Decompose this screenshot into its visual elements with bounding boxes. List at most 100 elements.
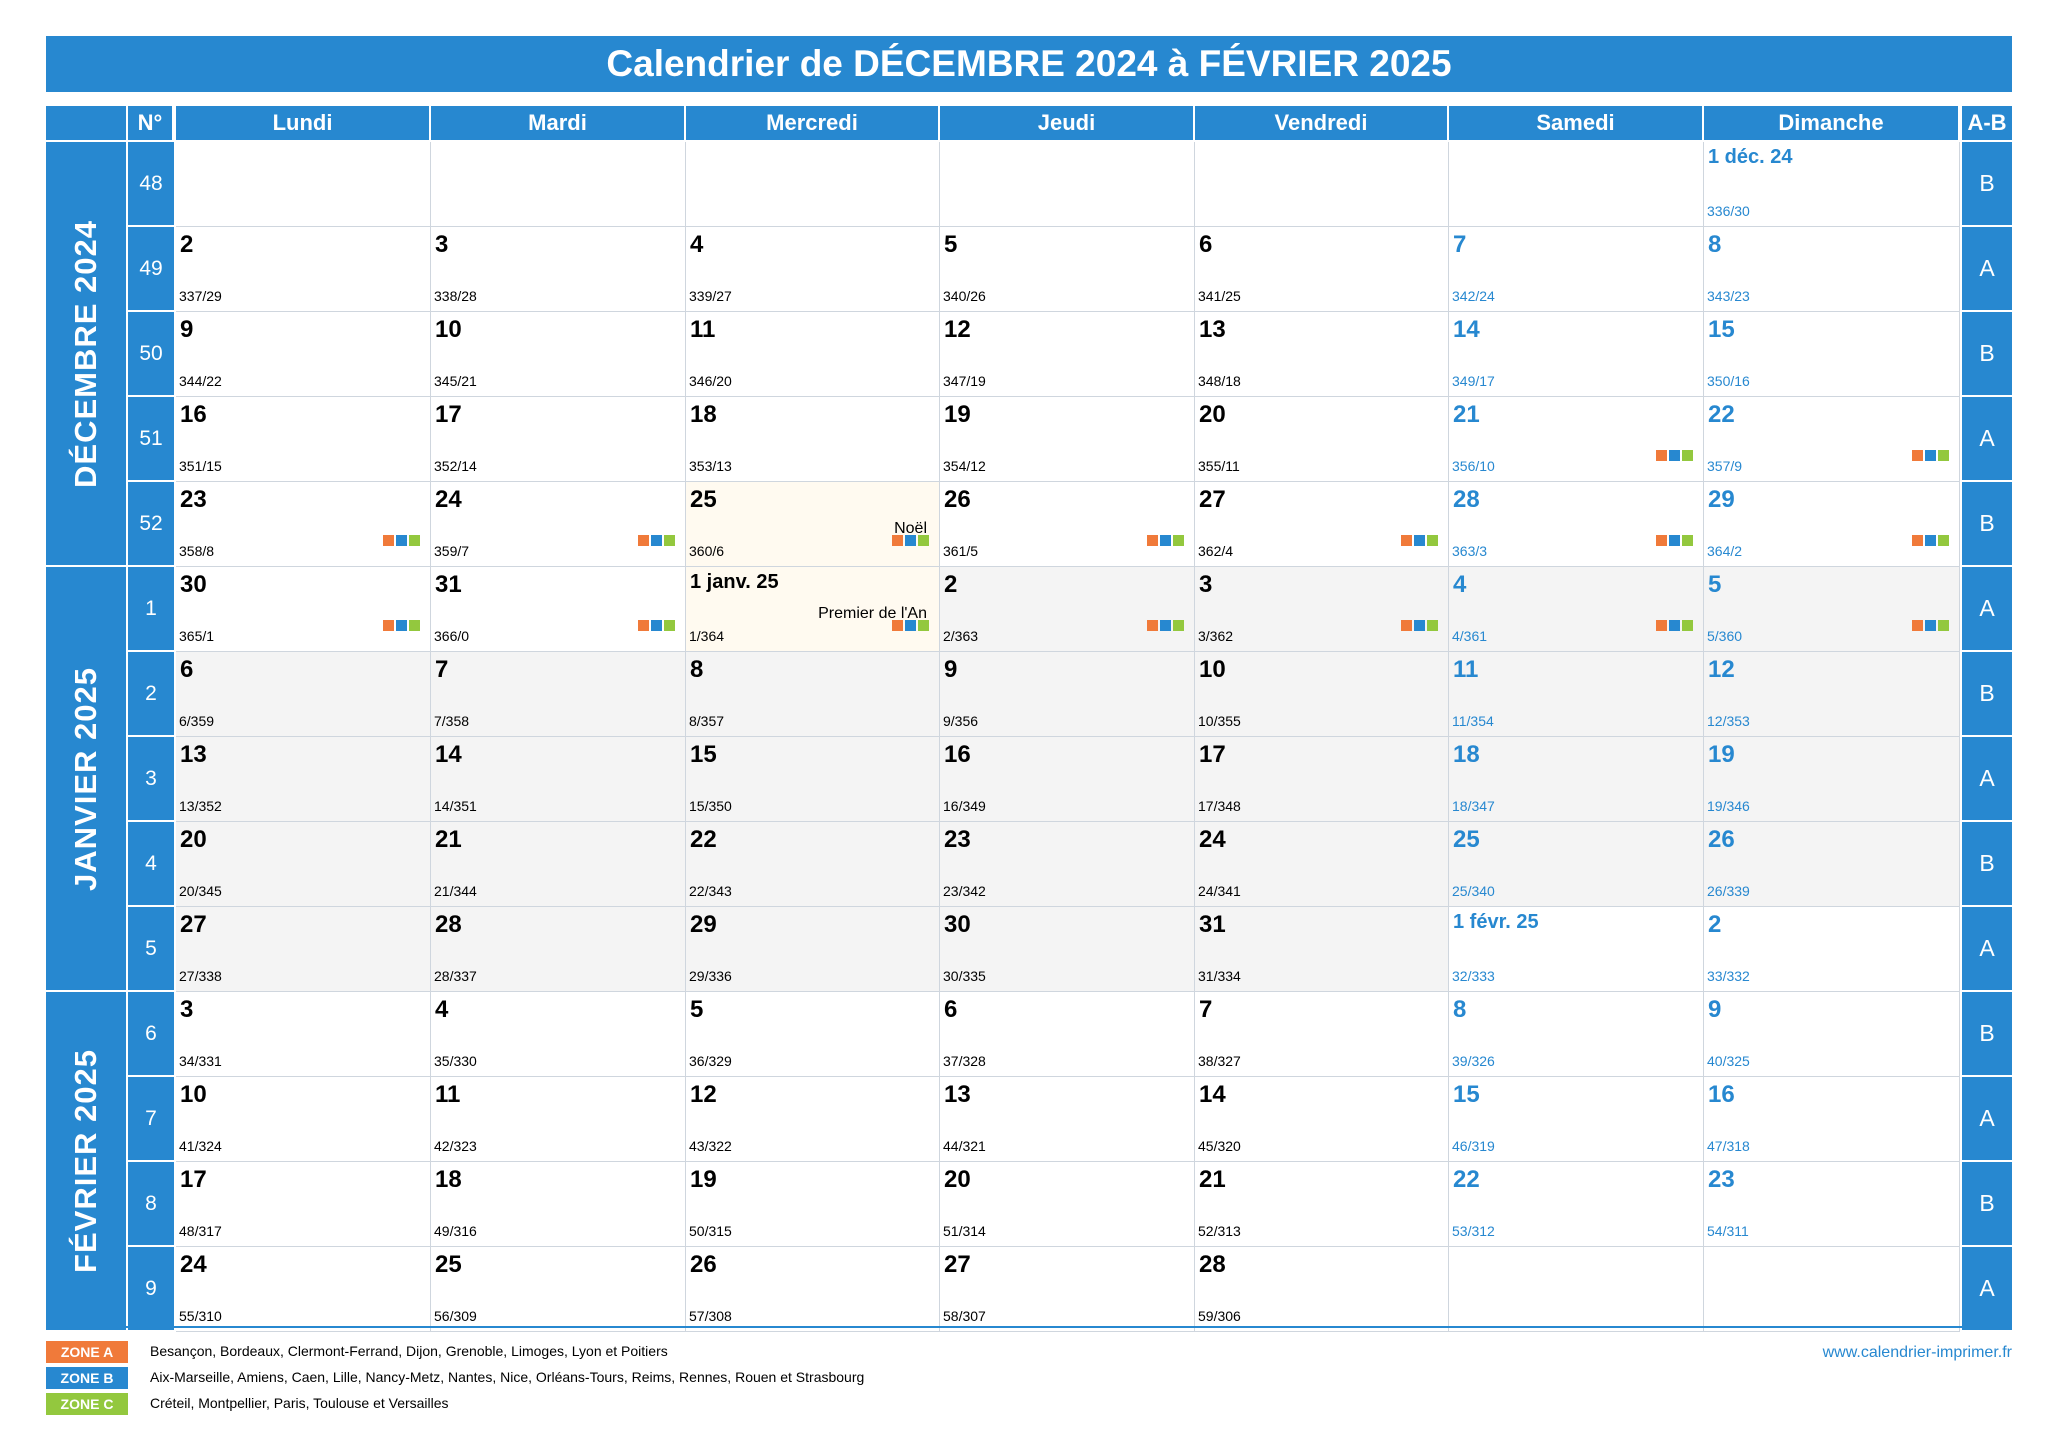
day-cell[interactable]: 9 344/22: [176, 312, 431, 397]
day-cell[interactable]: 16 351/15: [176, 397, 431, 482]
day-cell[interactable]: 7 7/358: [431, 652, 686, 737]
day-cell[interactable]: [1704, 1247, 1960, 1332]
website-link[interactable]: www.calendrier-imprimer.fr: [1822, 1344, 2012, 1361]
day-cell[interactable]: 20 355/11: [1195, 397, 1449, 482]
day-cell[interactable]: 18 353/13: [686, 397, 940, 482]
day-cell[interactable]: 18 18/347: [1449, 737, 1704, 822]
day-cell[interactable]: 4 4/361: [1449, 567, 1704, 652]
day-cell[interactable]: 24 359/7: [431, 482, 686, 567]
day-cell[interactable]: 23 54/311: [1704, 1162, 1960, 1247]
day-cell[interactable]: 3 338/28: [431, 227, 686, 312]
day-cell[interactable]: 21 52/313: [1195, 1162, 1449, 1247]
day-cell[interactable]: 15 15/350: [686, 737, 940, 822]
day-cell[interactable]: 11 346/20: [686, 312, 940, 397]
day-cell[interactable]: 29 364/2: [1704, 482, 1960, 567]
day-cell[interactable]: [940, 142, 1195, 227]
day-cell[interactable]: 25 56/309: [431, 1247, 686, 1332]
day-cell[interactable]: 5 36/329: [686, 992, 940, 1077]
day-cell[interactable]: 14 45/320: [1195, 1077, 1449, 1162]
day-cell[interactable]: [431, 142, 686, 227]
day-cell[interactable]: 1 déc. 24 336/30: [1704, 142, 1960, 227]
day-cell[interactable]: 12 12/353: [1704, 652, 1960, 737]
day-cell[interactable]: 20 51/314: [940, 1162, 1195, 1247]
day-cell[interactable]: 1 févr. 25 32/333: [1449, 907, 1704, 992]
day-cell[interactable]: 27 362/4: [1195, 482, 1449, 567]
day-cell[interactable]: 26 57/308: [686, 1247, 940, 1332]
day-cell[interactable]: 24 55/310: [176, 1247, 431, 1332]
day-cell[interactable]: 10 41/324: [176, 1077, 431, 1162]
day-cell[interactable]: 31 31/334: [1195, 907, 1449, 992]
day-cell[interactable]: 5 340/26: [940, 227, 1195, 312]
day-cell[interactable]: 13 44/321: [940, 1077, 1195, 1162]
day-cell[interactable]: 19 19/346: [1704, 737, 1960, 822]
day-cell[interactable]: 31 366/0: [431, 567, 686, 652]
day-cell[interactable]: 21 21/344: [431, 822, 686, 907]
day-cell[interactable]: 22 53/312: [1449, 1162, 1704, 1247]
day-cell[interactable]: 25 Noël 360/6: [686, 482, 940, 567]
day-cell[interactable]: 15 46/319: [1449, 1077, 1704, 1162]
day-cell[interactable]: 12 347/19: [940, 312, 1195, 397]
day-cell[interactable]: 14 14/351: [431, 737, 686, 822]
day-cell[interactable]: 5 5/360: [1704, 567, 1960, 652]
day-cell[interactable]: 26 361/5: [940, 482, 1195, 567]
day-cell[interactable]: 18 49/316: [431, 1162, 686, 1247]
day-cell[interactable]: 15 350/16: [1704, 312, 1960, 397]
day-cell[interactable]: 19 50/315: [686, 1162, 940, 1247]
day-cell[interactable]: 7 342/24: [1449, 227, 1704, 312]
day-cell[interactable]: 11 42/323: [431, 1077, 686, 1162]
day-cell[interactable]: 27 58/307: [940, 1247, 1195, 1332]
day-cell[interactable]: 16 16/349: [940, 737, 1195, 822]
day-cell[interactable]: 11 11/354: [1449, 652, 1704, 737]
day-cell[interactable]: 9 9/356: [940, 652, 1195, 737]
day-cell[interactable]: 30 365/1: [176, 567, 431, 652]
day-cell[interactable]: 20 20/345: [176, 822, 431, 907]
day-cell[interactable]: 4 35/330: [431, 992, 686, 1077]
day-cell[interactable]: 8 39/326: [1449, 992, 1704, 1077]
day-cell[interactable]: 3 34/331: [176, 992, 431, 1077]
day-cell[interactable]: 10 10/355: [1195, 652, 1449, 737]
day-cell[interactable]: 2 2/363: [940, 567, 1195, 652]
day-cell[interactable]: 22 357/9: [1704, 397, 1960, 482]
day-cell[interactable]: 6 6/359: [176, 652, 431, 737]
day-cell[interactable]: 30 30/335: [940, 907, 1195, 992]
day-cell[interactable]: 4 339/27: [686, 227, 940, 312]
day-cell[interactable]: 27 27/338: [176, 907, 431, 992]
day-cell[interactable]: [686, 142, 940, 227]
day-cell[interactable]: 17 17/348: [1195, 737, 1449, 822]
day-cell[interactable]: 6 37/328: [940, 992, 1195, 1077]
day-cell[interactable]: 17 48/317: [176, 1162, 431, 1247]
day-cell[interactable]: 22 22/343: [686, 822, 940, 907]
day-cell[interactable]: 25 25/340: [1449, 822, 1704, 907]
day-cell[interactable]: 10 345/21: [431, 312, 686, 397]
day-cell[interactable]: [1449, 142, 1704, 227]
day-cell[interactable]: 29 29/336: [686, 907, 940, 992]
day-cell[interactable]: 9 40/325: [1704, 992, 1960, 1077]
day-cell[interactable]: 23 358/8: [176, 482, 431, 567]
day-cell[interactable]: 7 38/327: [1195, 992, 1449, 1077]
day-cell[interactable]: 24 24/341: [1195, 822, 1449, 907]
day-cell[interactable]: [176, 142, 431, 227]
day-cell[interactable]: 8 8/357: [686, 652, 940, 737]
day-cell[interactable]: 6 341/25: [1195, 227, 1449, 312]
day-cell[interactable]: 12 43/322: [686, 1077, 940, 1162]
day-cell[interactable]: 3 3/362: [1195, 567, 1449, 652]
day-cell[interactable]: 28 59/306: [1195, 1247, 1449, 1332]
day-cell[interactable]: 8 343/23: [1704, 227, 1960, 312]
day-cell[interactable]: 21 356/10: [1449, 397, 1704, 482]
day-cell[interactable]: 1 janv. 25 Premier de l'An 1/364: [686, 567, 940, 652]
day-cell[interactable]: 2 337/29: [176, 227, 431, 312]
day-cell[interactable]: 28 28/337: [431, 907, 686, 992]
day-cell[interactable]: 13 348/18: [1195, 312, 1449, 397]
day-cell[interactable]: 13 13/352: [176, 737, 431, 822]
day-cell[interactable]: 23 23/342: [940, 822, 1195, 907]
day-cell[interactable]: 28 363/3: [1449, 482, 1704, 567]
day-cell[interactable]: 17 352/14: [431, 397, 686, 482]
day-cell[interactable]: 19 354/12: [940, 397, 1195, 482]
day-cell[interactable]: 26 26/339: [1704, 822, 1960, 907]
day-header-samedi: Samedi: [1449, 106, 1704, 140]
day-cell[interactable]: 14 349/17: [1449, 312, 1704, 397]
day-cell[interactable]: 16 47/318: [1704, 1077, 1960, 1162]
day-cell[interactable]: [1195, 142, 1449, 227]
day-cell[interactable]: [1449, 1247, 1704, 1332]
day-cell[interactable]: 2 33/332: [1704, 907, 1960, 992]
